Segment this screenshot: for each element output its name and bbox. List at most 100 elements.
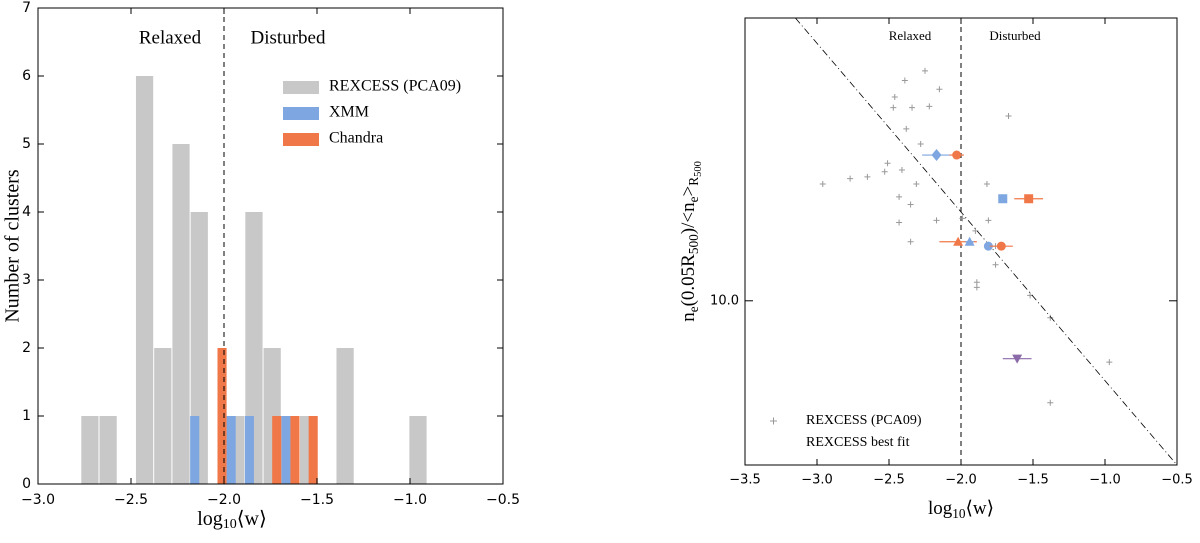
label-part: ⟨w⟩: [966, 498, 995, 519]
annotation: Disturbed: [251, 27, 326, 48]
x-tick-label: −3.5: [729, 473, 761, 488]
histogram-bar: [135, 76, 154, 484]
marker: [953, 236, 964, 246]
data-point: [901, 77, 908, 84]
data-point: [847, 175, 854, 182]
y-tick-label: 7: [22, 0, 31, 16]
fit-line: [795, 17, 1178, 466]
legend-label: REXCESS (PCA09): [806, 413, 922, 428]
x-tick-label: −1.0: [393, 492, 427, 508]
marker: [996, 241, 1006, 251]
marker: [983, 241, 993, 251]
y-tick-label: 1: [22, 408, 31, 424]
marker: [952, 150, 962, 160]
marker: [1012, 354, 1023, 364]
histogram-bar: [308, 416, 318, 484]
histogram-bar: [99, 416, 117, 484]
data-point: [903, 125, 910, 132]
histogram-bar: [172, 144, 190, 484]
data-point: [884, 160, 891, 167]
data-point: [913, 180, 920, 187]
label-part: 500: [693, 161, 704, 177]
y-tick-label: 10.0: [710, 293, 739, 308]
label-part: R: [686, 177, 701, 186]
x-tick-label: −0.5: [1161, 473, 1193, 488]
x-tick-label: −1.0: [1089, 473, 1121, 488]
label-part: e: [686, 306, 701, 312]
x-tick-label: −3.0: [801, 473, 833, 488]
histogram-bar: [244, 416, 254, 484]
data-point: [922, 67, 928, 74]
x-tick-label: −2.5: [114, 492, 148, 508]
y-tick-label: 4: [22, 204, 31, 220]
y-tick-label: 0: [22, 476, 31, 492]
x-tick-label: −2.0: [207, 492, 241, 508]
label-part: log: [197, 508, 223, 530]
label-part: e: [686, 196, 701, 202]
data-point: [1106, 359, 1113, 366]
label-part: log: [928, 498, 953, 519]
data-point: [896, 193, 903, 200]
y-axis-label: ne(0.05R500)/<ne>R500: [678, 161, 704, 322]
x-axis-label: log10⟨w⟩: [197, 508, 267, 533]
x-tick-label: −0.5: [486, 492, 520, 508]
y-tick-label: 3: [22, 272, 31, 288]
y-tick-label: 6: [22, 68, 31, 84]
annotation: Disturbed: [989, 28, 1041, 43]
label-part: 10: [223, 517, 237, 532]
marker: [1024, 194, 1034, 204]
data-point: [992, 261, 999, 268]
label-part: n: [678, 312, 699, 322]
data-point: [898, 166, 905, 173]
legend-label: REXCESS best fit: [806, 435, 910, 450]
label-part: 10: [952, 506, 966, 521]
histogram-bar: [272, 416, 282, 484]
data-point: [1047, 314, 1054, 321]
label-part: >: [678, 186, 699, 197]
data-point: [907, 238, 914, 245]
x-tick-label: −1.5: [1017, 473, 1049, 488]
legend-label: REXCESS (PCA09): [329, 78, 461, 95]
y-tick-label: 5: [22, 136, 31, 152]
legend-swatch: [283, 81, 319, 94]
legend-label: Chandra: [329, 130, 383, 147]
x-axis-label: log10⟨w⟩: [928, 498, 994, 521]
y-axis-label: Number of clusters: [2, 169, 24, 323]
x-tick-label: −2.0: [945, 473, 977, 488]
data-point: [881, 168, 888, 175]
data-point: [1047, 399, 1054, 406]
label-part: 500: [686, 234, 701, 254]
label-part: (0.05R: [678, 254, 699, 307]
label-part: ⟨w⟩: [237, 508, 267, 530]
data-point: [973, 279, 980, 286]
x-tick-label: −2.5: [873, 473, 905, 488]
data-point: [926, 103, 933, 110]
legend-marker: [770, 417, 777, 425]
histogram-bar: [154, 348, 172, 484]
annotation: Relaxed: [139, 27, 202, 48]
data-point: [907, 201, 914, 208]
data-point: [891, 94, 898, 101]
data-point: [819, 180, 826, 187]
data-point: [959, 215, 966, 222]
data-point: [985, 217, 992, 224]
label-part: )/<n: [678, 202, 699, 234]
histogram-bar: [81, 416, 99, 484]
data-point: [864, 173, 871, 180]
histogram-bar: [409, 416, 427, 484]
data-point: [890, 104, 897, 111]
plot-frame: [37, 7, 504, 485]
y-tick-label: 2: [22, 340, 31, 356]
x-tick-label: −1.5: [300, 492, 334, 508]
data-point: [983, 180, 990, 187]
legend-swatch: [283, 107, 319, 120]
legend-swatch: [283, 133, 319, 146]
data-point: [896, 219, 903, 226]
histogram-bar: [290, 416, 300, 484]
data-point: [973, 284, 980, 291]
histogram-bar: [226, 416, 236, 484]
data-point: [917, 140, 924, 147]
histogram-bar: [217, 348, 227, 484]
